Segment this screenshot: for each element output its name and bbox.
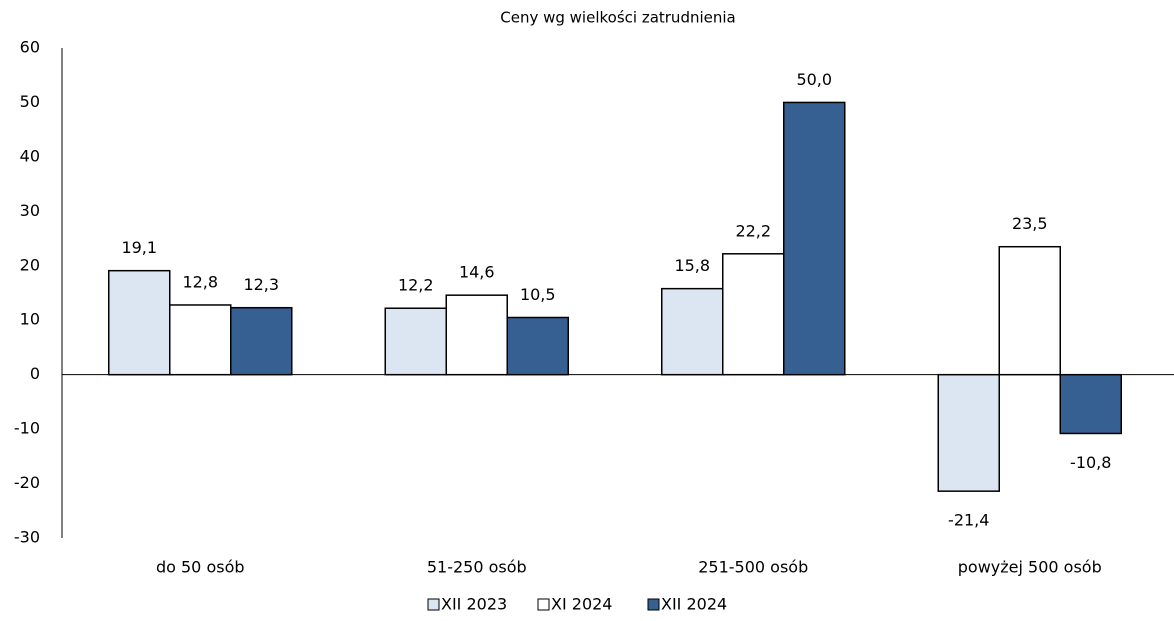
y-tick-label: 60 xyxy=(20,38,40,57)
bar xyxy=(169,304,232,376)
x-tick-label: 51-250 osób xyxy=(427,558,527,577)
bar xyxy=(230,306,293,376)
chart-title: Ceny wg wielkości zatrudnienia xyxy=(500,9,735,27)
data-label: 10,5 xyxy=(520,285,556,304)
y-tick-label: 10 xyxy=(20,310,40,329)
data-label: 22,2 xyxy=(735,221,771,240)
y-tick-label: 40 xyxy=(20,146,40,165)
legend-label: XII 2024 xyxy=(661,595,727,614)
legend-swatch xyxy=(647,598,660,611)
bar xyxy=(783,101,846,376)
bar xyxy=(384,307,447,376)
legend-label: XI 2024 xyxy=(551,595,612,614)
bar xyxy=(661,287,724,376)
legend-swatch xyxy=(537,598,550,611)
data-label: 12,3 xyxy=(243,275,279,294)
y-tick-label: -30 xyxy=(14,528,40,547)
y-tick-label: 20 xyxy=(20,255,40,274)
y-tick-label: 30 xyxy=(20,201,40,220)
data-label: 50,0 xyxy=(796,70,832,89)
data-label: 12,8 xyxy=(182,272,218,291)
x-tick-label: 251-500 osób xyxy=(698,558,808,577)
bar xyxy=(998,245,1061,376)
data-label: 14,6 xyxy=(459,263,495,282)
data-label: 15,8 xyxy=(674,256,710,275)
x-tick-label: do 50 osób xyxy=(156,558,245,577)
y-tick-label: 0 xyxy=(30,364,40,383)
bar xyxy=(1059,373,1122,435)
bar xyxy=(937,373,1000,492)
legend-swatch xyxy=(427,598,440,611)
data-label: 12,2 xyxy=(398,276,434,295)
data-label: 23,5 xyxy=(1012,214,1048,233)
bar xyxy=(108,269,171,376)
y-tick-label: -10 xyxy=(14,419,40,438)
legend-label: XII 2023 xyxy=(441,595,507,614)
data-label: -21,4 xyxy=(948,511,989,530)
x-tick-label: powyżej 500 osób xyxy=(958,558,1102,577)
y-tick-label: -20 xyxy=(14,473,40,492)
y-tick-label: 50 xyxy=(20,92,40,111)
bar xyxy=(506,316,569,376)
bar xyxy=(445,294,508,376)
data-label: -10,8 xyxy=(1070,453,1111,472)
bar xyxy=(722,253,785,376)
data-label: 19,1 xyxy=(121,238,157,257)
